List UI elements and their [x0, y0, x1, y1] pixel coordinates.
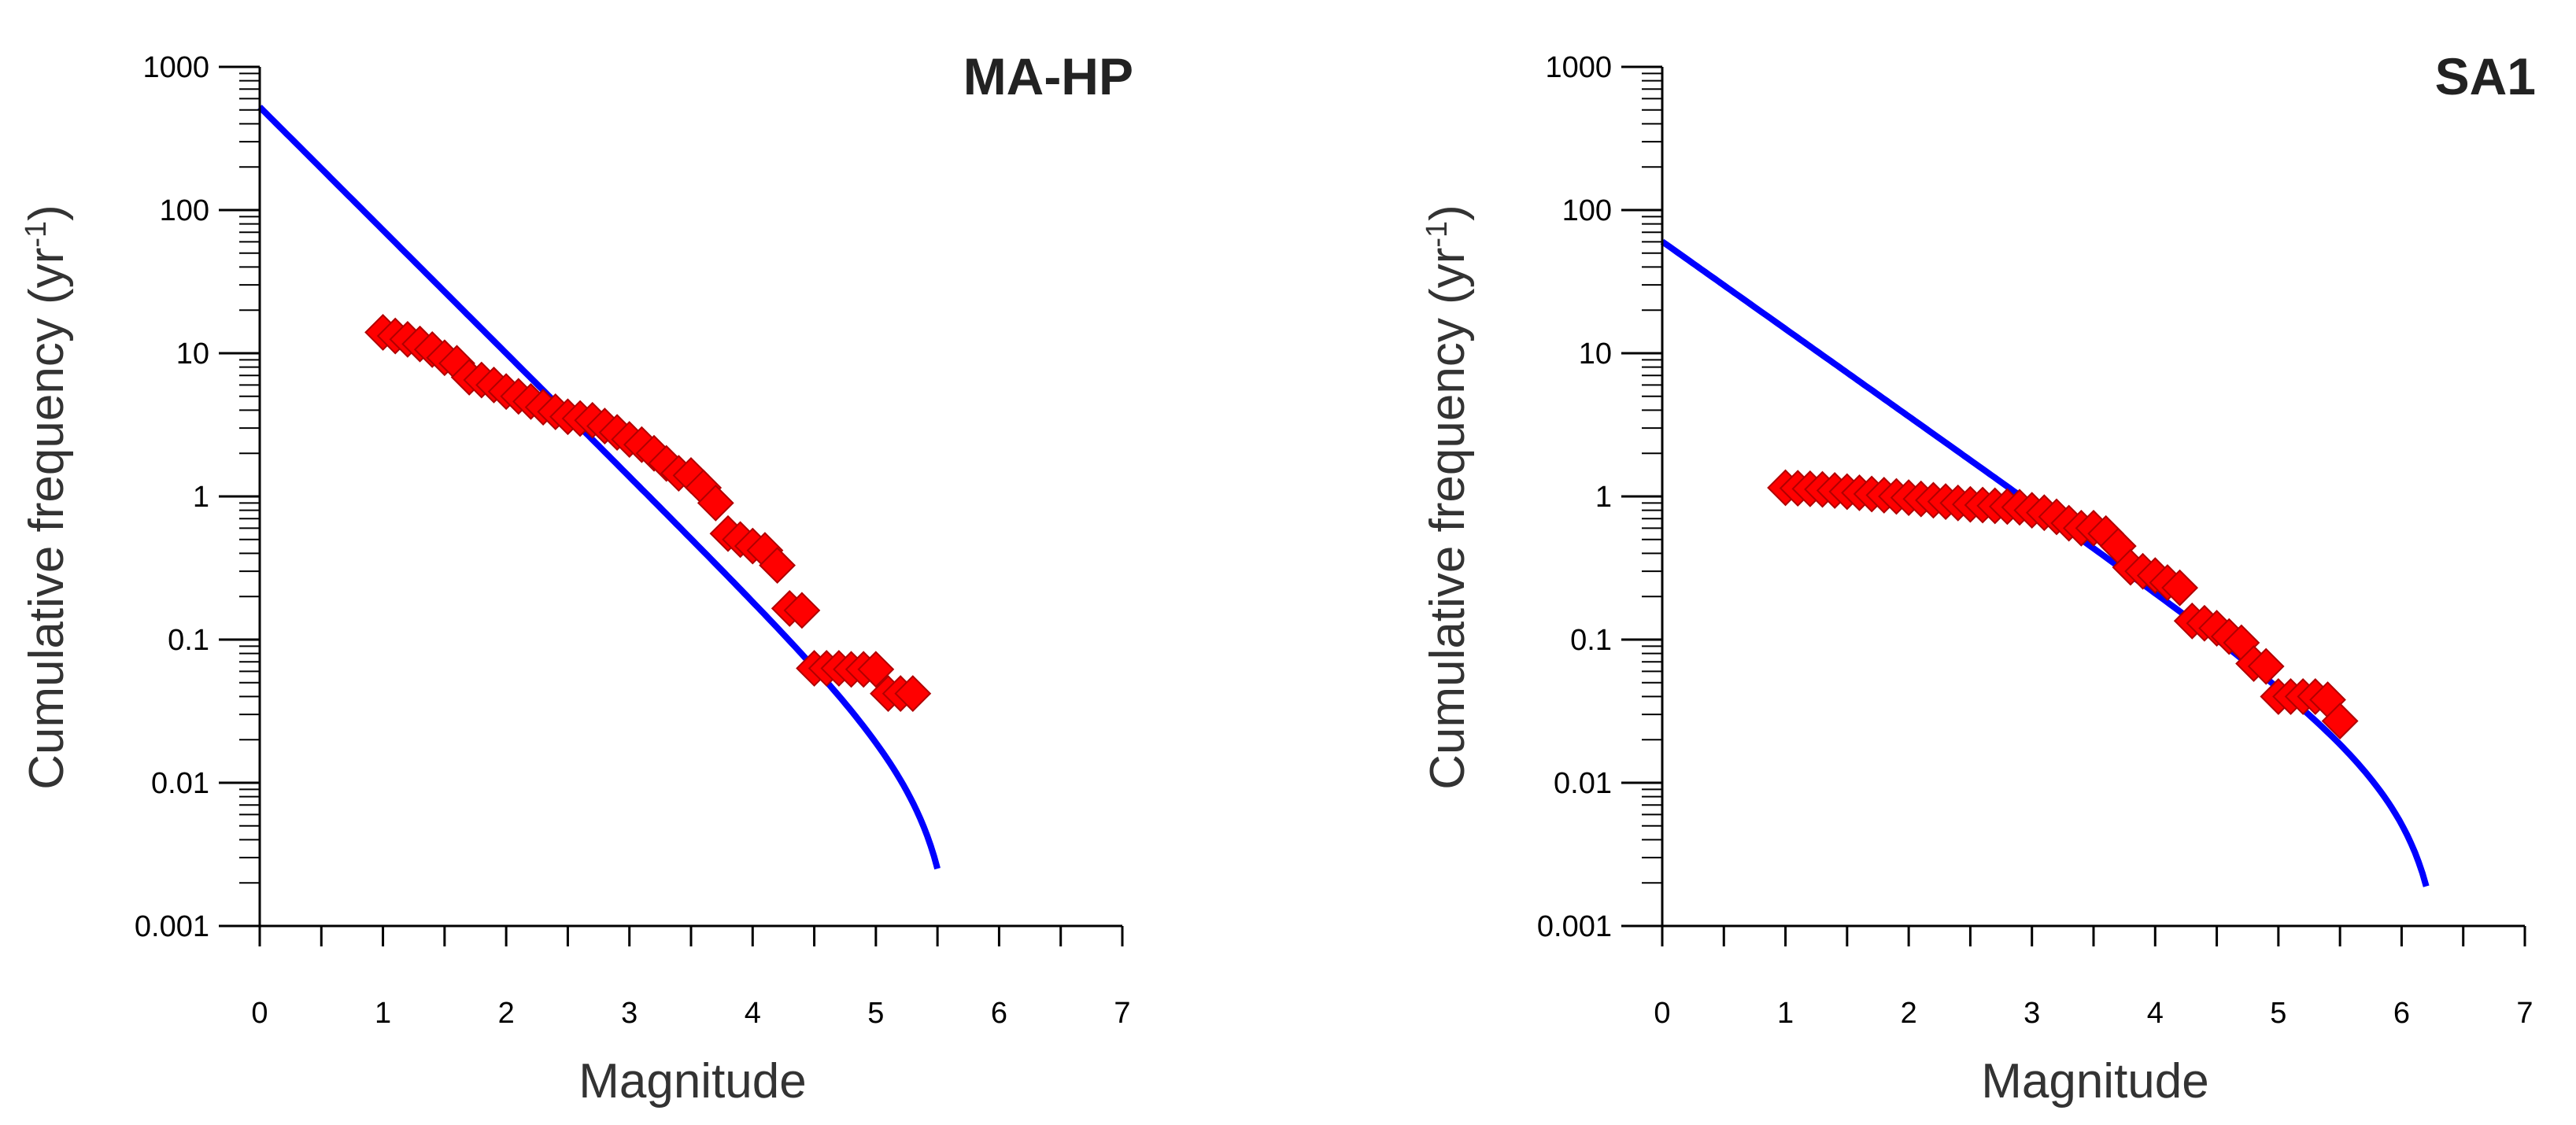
- x-tick-label: 7: [1114, 997, 1130, 1030]
- x-tick-label: 3: [2023, 997, 2040, 1030]
- y-tick-label: 10: [1579, 338, 1612, 371]
- data-point-diamond: [759, 547, 796, 585]
- y-tick-label: 0.01: [151, 767, 209, 800]
- data-point-diamond: [697, 484, 734, 522]
- x-tick-label: 4: [745, 997, 761, 1030]
- y-axis-title: Cumulative frequency (yr-1): [20, 205, 74, 790]
- chart-marks: [257, 105, 941, 870]
- y-tick-label: 1: [1595, 481, 1612, 514]
- x-tick-label: 6: [991, 997, 1007, 1030]
- y-tick-label: 0.001: [1537, 910, 1612, 943]
- y-axis-title-close: ): [1421, 205, 1475, 221]
- x-axis-title: Magnitude: [578, 1054, 807, 1108]
- x-tick-label: 3: [621, 997, 638, 1030]
- y-tick-label: 0.001: [135, 910, 209, 943]
- y-tick-label: 0.1: [168, 624, 209, 657]
- x-tick-label: 1: [375, 997, 391, 1030]
- chart-axes: 0 1 2 3 4 5 6 7 0.001 0.01 0.1 1 10 100 1000: [1537, 51, 2533, 1030]
- x-tick-label: 0: [251, 997, 268, 1030]
- x-tick-label: 0: [1654, 997, 1670, 1030]
- chart-marks: [1660, 238, 2430, 887]
- y-tick-label: 10: [176, 338, 209, 371]
- x-tick-label: 1: [1777, 997, 1794, 1030]
- x-tick-label: 7: [2516, 997, 2533, 1030]
- chart-panel-sa1: 0 1 2 3 4 5 6 7 0.001 0.01 0.1 1 10 100 1000 SA1 Magni…: [1421, 47, 2536, 1108]
- data-point-diamond: [2321, 703, 2359, 740]
- y-tick-label: 0.1: [1570, 624, 1612, 657]
- data-point-diamond: [857, 651, 895, 688]
- chart-axes: 0 1 2 3 4 5 6 7 0.001 0.01 0.1 1 10 100 1000: [135, 51, 1131, 1030]
- chart-title: SA1: [2435, 47, 2536, 105]
- chart-panel-ma-hp: 0 1 2 3 4 5 6 7 0.001 0.01 0.1 1 10 100 1000 MA-HP Mag…: [20, 47, 1133, 1108]
- data-point-diamond: [2161, 569, 2199, 607]
- y-tick-label: 1000: [142, 51, 209, 84]
- y-tick-label: 1: [193, 481, 209, 514]
- y-axis-title-close: ): [20, 205, 74, 221]
- y-axis-title-superscript: -1: [1421, 221, 1454, 248]
- x-axis-title: Magnitude: [1981, 1054, 2209, 1108]
- model-fit-line: [1660, 238, 2430, 887]
- y-axis-title: Cumulative frequency (yr-1): [1421, 205, 1475, 790]
- chart-title: MA-HP: [963, 47, 1133, 105]
- y-tick-label: 100: [160, 194, 209, 227]
- x-tick-label: 2: [1901, 997, 1917, 1030]
- model-fit-line: [257, 105, 941, 870]
- y-tick-label: 100: [1562, 194, 1612, 227]
- y-axis-title-main: Cumulative frequency (yr: [20, 248, 74, 790]
- x-tick-label: 2: [498, 997, 515, 1030]
- x-tick-label: 4: [2147, 997, 2164, 1030]
- data-point-diamond: [783, 592, 821, 629]
- y-axis-title-superscript: -1: [20, 221, 53, 248]
- data-point-diamond: [894, 675, 932, 712]
- y-tick-label: 0.01: [1554, 767, 1612, 800]
- x-tick-label: 5: [867, 997, 884, 1030]
- data-point-diamond: [2247, 647, 2285, 685]
- x-tick-label: 5: [2270, 997, 2286, 1030]
- x-tick-label: 6: [2393, 997, 2410, 1030]
- y-axis-title-main: Cumulative frequency (yr: [1421, 248, 1475, 790]
- y-tick-label: 1000: [1545, 51, 1612, 84]
